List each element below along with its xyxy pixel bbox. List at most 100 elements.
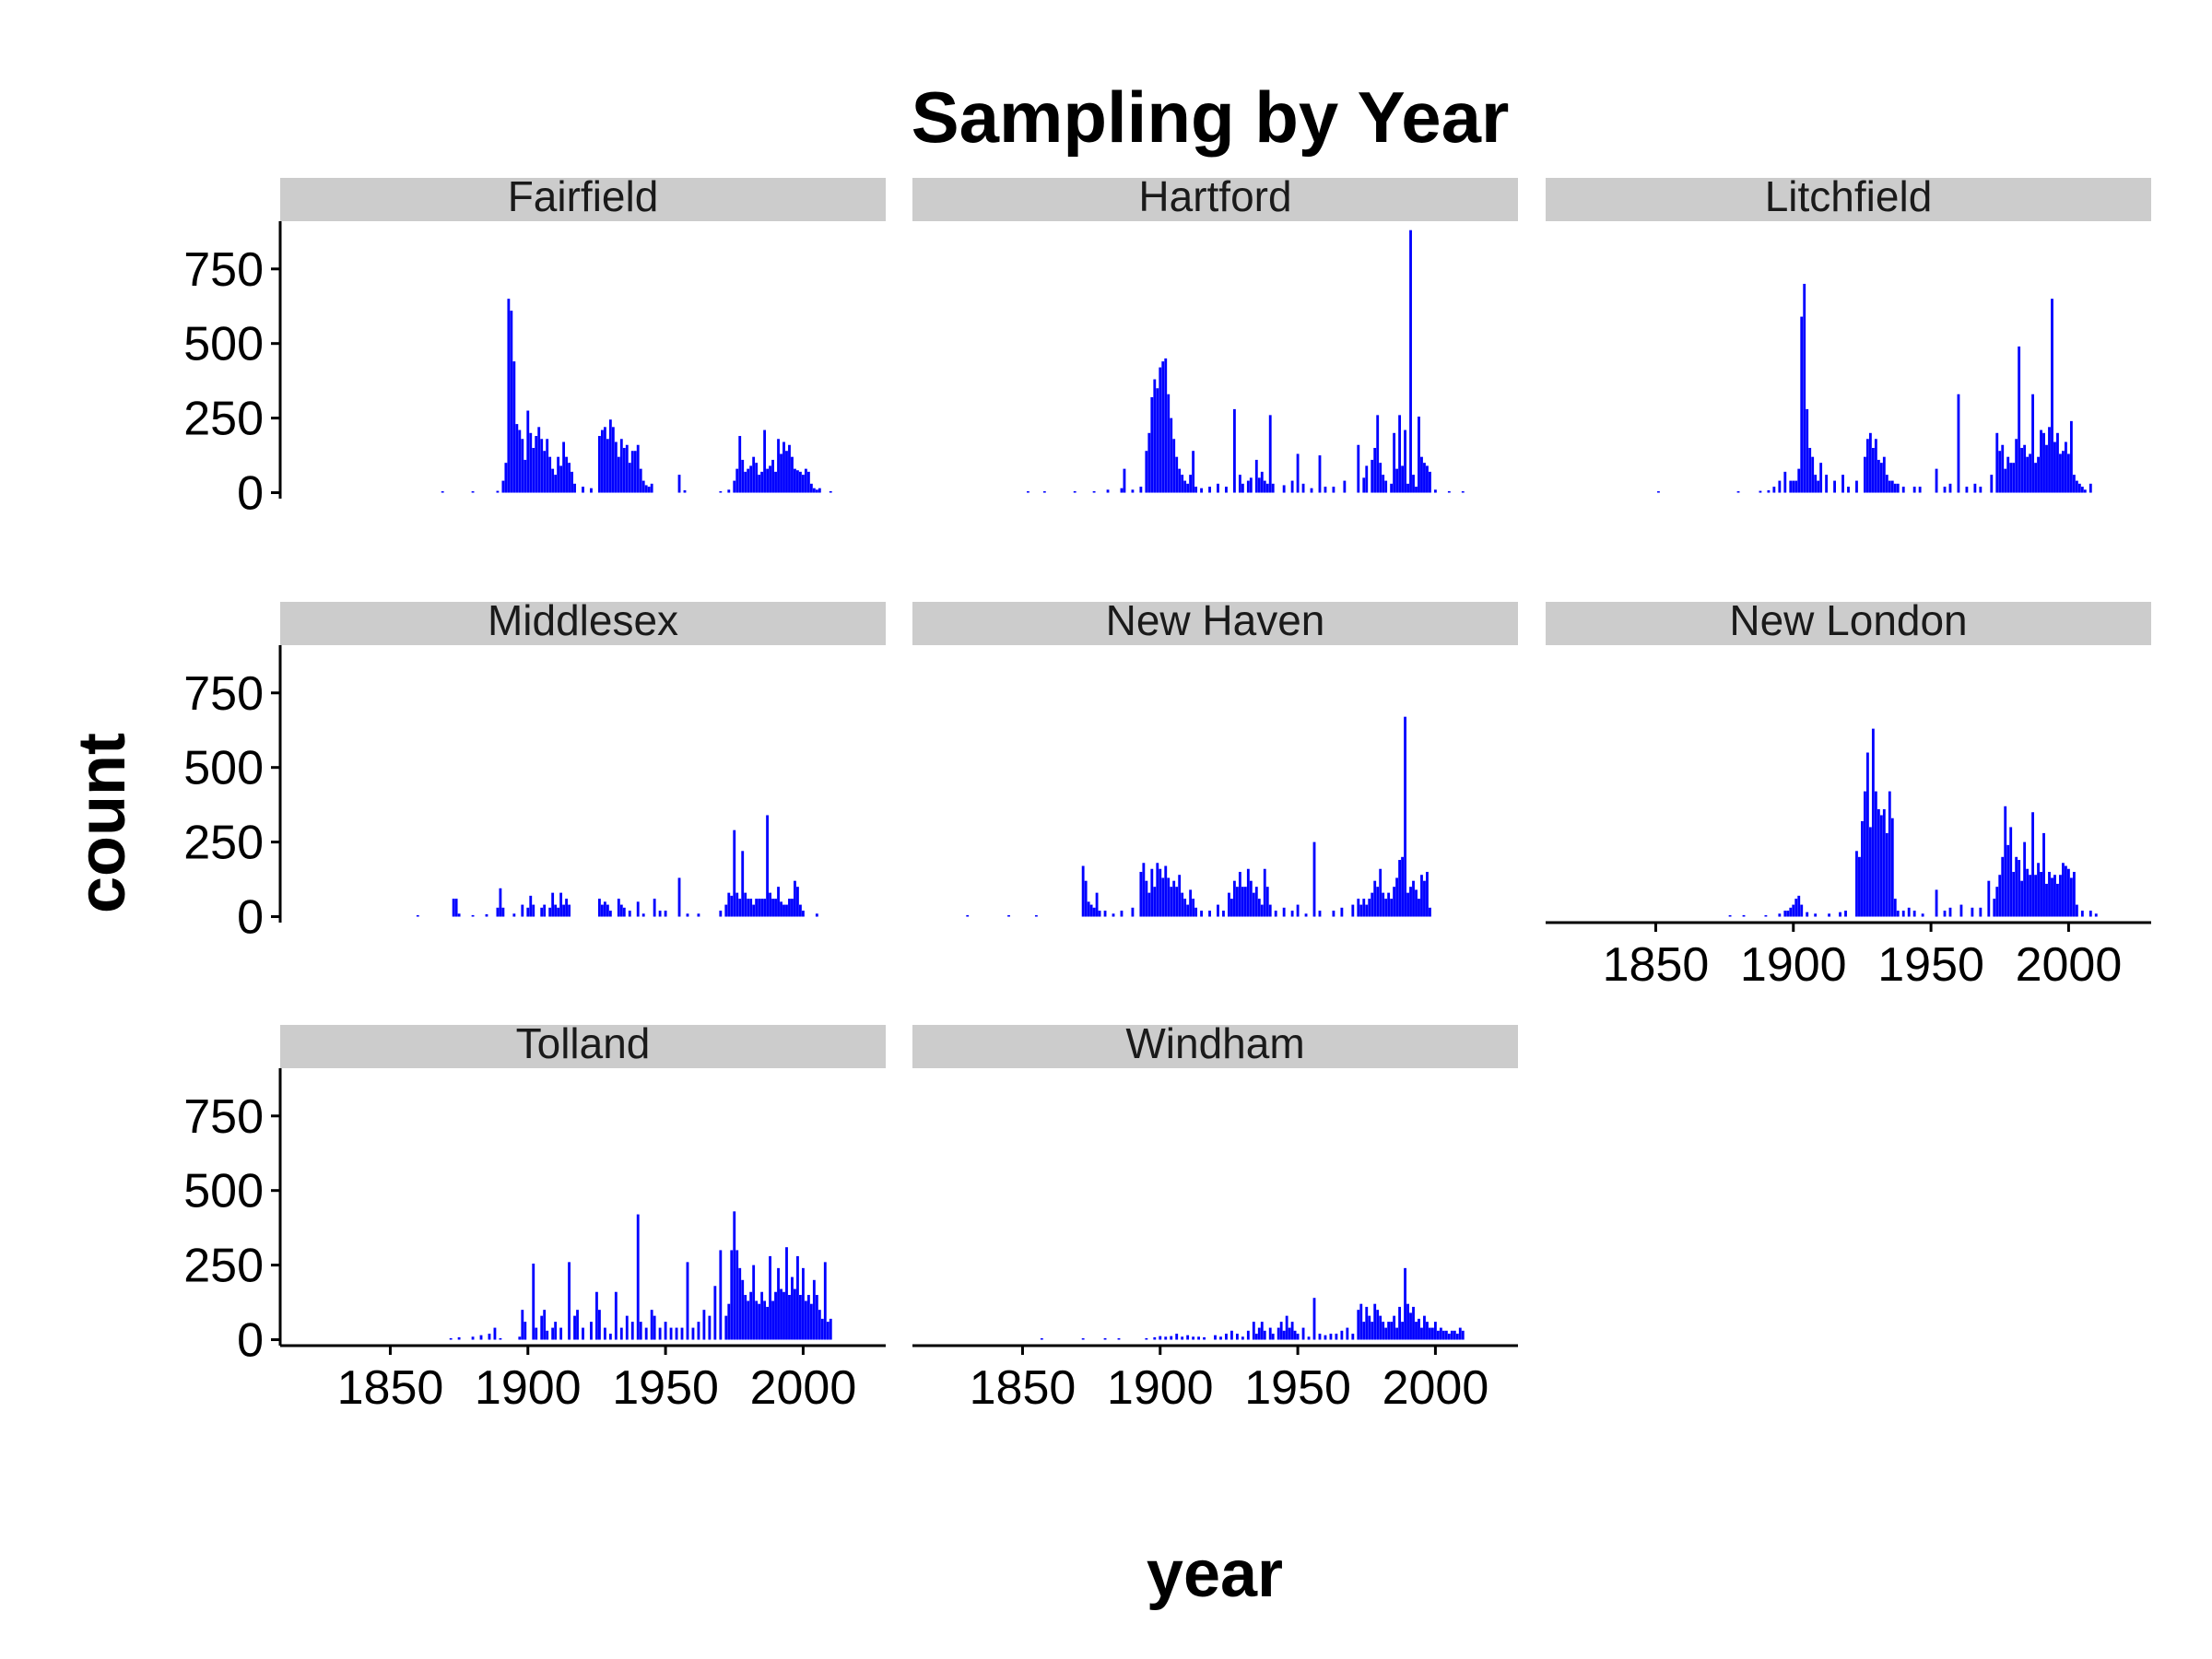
histogram-bar [771,1300,774,1340]
histogram-bar [1987,880,1991,917]
histogram-bar [1254,1334,1258,1340]
histogram-bar [801,475,805,493]
histogram-bar [471,491,475,493]
histogram-bar [1087,901,1090,917]
histogram-bar [1106,489,1110,493]
histogram-bar [1901,487,1905,493]
histogram-bar [1332,487,1335,493]
histogram-bar [1431,1327,1434,1340]
histogram-bar [741,851,745,917]
histogram-bar [1429,471,1431,493]
histogram-bar [788,1294,791,1340]
histogram-bar [2029,875,2032,917]
histogram-bar [1811,456,1815,493]
histogram-bar [2088,483,2092,493]
histogram-bar [1373,1303,1377,1340]
histogram-bar [2001,856,2005,917]
histogram-bar [1257,1327,1261,1340]
histogram-bar [2015,439,2018,493]
histogram-bar [782,441,785,493]
histogram-bar [2006,456,2010,493]
histogram-bar [1426,465,1429,493]
y-tick-label: 500 [183,1165,264,1218]
histogram-bar [812,1279,816,1340]
histogram-bar [1387,892,1391,917]
histogram-bar [1296,1334,1300,1340]
histogram-bar [1034,915,1038,917]
histogram-bar [818,488,821,493]
histogram-bar [1265,483,1269,493]
histogram-bar [686,913,689,917]
histogram-bar [1833,480,1836,493]
histogram-bar [780,453,782,493]
histogram-bar [1871,447,1875,493]
histogram-bar [1767,489,1771,493]
histogram-bar [677,475,681,493]
histogram-bar [1371,1322,1374,1340]
histogram-bar [1371,459,1374,493]
histogram-bar [1395,468,1399,493]
histogram-bar [1436,1330,1440,1340]
histogram-bar [777,887,780,917]
histogram-bar [727,489,731,493]
histogram-bar [1147,432,1151,493]
histogram-bar [1357,1310,1360,1340]
histogram-bar [2051,299,2053,493]
x-tick-label: 1850 [337,1361,444,1415]
histogram-bar [1384,1327,1388,1340]
y-axis-title: count [65,733,139,913]
histogram-bar [1409,229,1412,493]
histogram-bar [1186,904,1190,917]
histogram-bar [1885,475,1888,493]
facet-panels: Fairfield 0 250 500 750 Hartford Litchfield Mid… [183,172,2151,1415]
histogram-bar [1418,1318,1420,1340]
histogram-bar [664,1322,667,1340]
histogram-bar [755,899,759,917]
histogram-bar [1368,899,1371,917]
histogram-bar [1401,1322,1404,1340]
histogram-bar [2040,871,2042,917]
histogram-bar [543,1310,547,1340]
histogram-bar [691,1327,695,1340]
histogram-bar [1365,1306,1369,1340]
histogram-bar [1183,899,1187,917]
histogram-bar [1164,865,1168,917]
histogram-bar [758,1303,761,1340]
histogram-bar [823,1262,827,1340]
histogram-bar [733,830,736,917]
histogram-bar [708,1315,712,1340]
histogram-bar [1888,791,1891,917]
histogram-bar [600,429,604,493]
histogram-bar [794,880,796,917]
histogram-bar [1393,432,1396,493]
histogram-bar [1293,1330,1297,1340]
histogram-bar [617,899,620,917]
histogram-bar [1123,468,1126,493]
histogram-bar [1885,832,1888,917]
histogram-bar [1995,432,1999,493]
histogram-bar [548,907,552,917]
histogram-bar [1340,1330,1344,1340]
histogram-bar [496,907,500,917]
histogram-bar [1359,904,1363,917]
histogram-bar [804,468,807,493]
facet-panel-litchfield: Litchfield [1546,172,2151,493]
histogram-bar [2018,346,2021,493]
histogram-bar [1415,889,1418,917]
y-tick-label: 0 [237,467,264,521]
histogram-bar [507,299,511,493]
histogram-bar [1290,1322,1294,1340]
histogram-bar [719,1250,723,1340]
histogram-bar [512,361,516,493]
histogram-bar [1252,1322,1255,1340]
histogram-bar [782,1291,785,1340]
histogram-bar [785,1247,788,1340]
histogram-bar [1232,880,1236,917]
histogram-bar [755,1300,759,1340]
histogram-bar [2012,463,2016,493]
histogram-bar [1318,1334,1322,1340]
histogram-bar [785,904,788,917]
histogram-bar [1329,1334,1333,1340]
histogram-bar [1943,911,1947,917]
